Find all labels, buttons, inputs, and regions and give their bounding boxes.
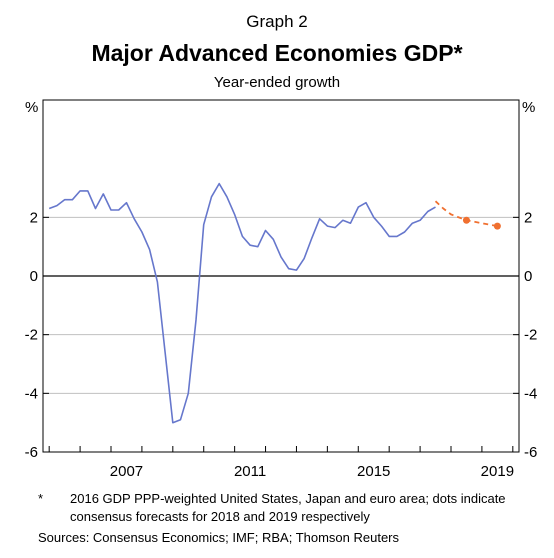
y-tick-label-left: 0 bbox=[30, 268, 38, 285]
tick-layer: -6 -6 -4 -4 -2 -2 0 0 2 2 2007 2011 2015 2019 bbox=[25, 209, 538, 480]
footnote-text: 2016 GDP PPP-weighted United States, Jap… bbox=[70, 491, 506, 524]
left-axis-unit: % bbox=[25, 99, 38, 116]
gdp-growth-line bbox=[48, 182, 436, 424]
y-tick-label-right: -4 bbox=[524, 385, 537, 402]
chart: -6 -6 -4 -4 -2 -2 0 0 2 2 2007 2011 2015 2019 % % bbox=[25, 99, 538, 480]
y-tick-label-right: 2 bbox=[524, 209, 532, 226]
graph-label: Graph 2 bbox=[246, 12, 308, 31]
y-tick-label-left: -2 bbox=[25, 327, 38, 344]
y-tick-label-left: -4 bbox=[25, 385, 38, 402]
y-tick-label-right: 0 bbox=[524, 268, 532, 285]
chart-subtitle: Year-ended growth bbox=[213, 74, 341, 91]
x-tick-label: 2007 bbox=[110, 463, 143, 480]
x-tick-label: 2011 bbox=[234, 463, 266, 480]
series-layer bbox=[48, 182, 501, 424]
gridlines bbox=[43, 216, 519, 394]
x-tick-label: 2015 bbox=[357, 463, 390, 480]
chart-title: Major Advanced Economies GDP* bbox=[91, 40, 463, 66]
y-tick-label-right: -6 bbox=[524, 444, 537, 461]
sources-note: Sources: Consensus Economics; IMF; RBA; … bbox=[38, 530, 400, 545]
footnote-marker: * bbox=[38, 491, 44, 506]
y-tick-label-left: 2 bbox=[30, 209, 38, 226]
y-tick-label-right: -2 bbox=[524, 327, 537, 344]
forecast-point-2018 bbox=[462, 216, 470, 224]
right-axis-unit: % bbox=[522, 99, 535, 116]
forecast-point-2019 bbox=[493, 222, 501, 230]
y-tick-label-left: -6 bbox=[25, 444, 38, 461]
forecast-line bbox=[434, 200, 498, 227]
x-tick-label: 2019 bbox=[481, 463, 514, 480]
